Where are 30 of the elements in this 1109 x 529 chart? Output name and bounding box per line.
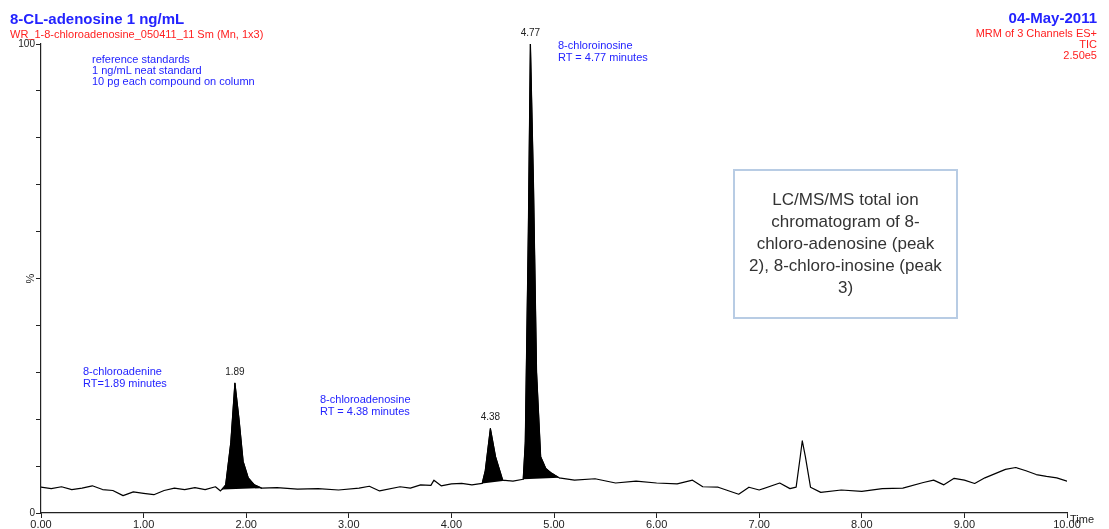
- annotation: 1 ng/mL neat standard: [92, 64, 202, 77]
- annotation: 8-chloroinosine RT = 4.77 minutes: [558, 39, 648, 64]
- annotation: 1.89: [225, 365, 246, 377]
- x-tick-label: 8.00: [851, 517, 873, 529]
- x-tick-label: 2.00: [235, 517, 257, 529]
- text: TIC: [1079, 38, 1097, 51]
- text: MRM of 3 Channels ES+: [975, 27, 1097, 40]
- x-tick-label: 6.00: [645, 517, 668, 529]
- x-tick-label: 9.00: [953, 517, 976, 529]
- annotation: reference standards: [92, 53, 190, 66]
- y-tick-label: 0: [29, 506, 36, 518]
- y-axis-title: %: [24, 273, 37, 284]
- note-box: LC/MS/MS total ion chromatogram of 8-chloro-adenosine (peak 2), 8-chloro-inosine (peak 3): [733, 169, 958, 319]
- x-tick-label: 0.00: [30, 517, 52, 529]
- chart-subtitle: WR_1-8-chloroadenosine_050411_11 Sm (Mn, 1x3): [10, 28, 264, 40]
- annotation: 8-chloroadenine RT=1.89 minutes: [83, 365, 167, 390]
- annotation: 4.77: [520, 26, 541, 38]
- annotation: LC/MS/MS total ion chromatogram of 8-chloro-adenosine (peak 2), 8-chloro-inosine (peak 3): [749, 188, 942, 300]
- text: 04-May-2011: [1008, 9, 1097, 26]
- x-tick-label: 4.00: [440, 517, 463, 529]
- x-tick-label: 1.00: [132, 517, 155, 529]
- x-tick-label: 5.00: [543, 517, 565, 529]
- annotation: 10 pg each compound on column: [92, 75, 255, 88]
- annotation: 2.50e5: [1063, 49, 1097, 62]
- annotation: 4.38: [480, 411, 501, 423]
- chart-title: 8-CL-adenosine 1 ng/mL: [10, 10, 185, 27]
- x-tick-label: 3.00: [338, 517, 360, 529]
- x-tick-label: 7.00: [748, 517, 770, 529]
- y-tick-label: 100: [18, 37, 36, 49]
- annotation: 8-chloroadenosine RT = 4.38 minutes: [320, 393, 411, 418]
